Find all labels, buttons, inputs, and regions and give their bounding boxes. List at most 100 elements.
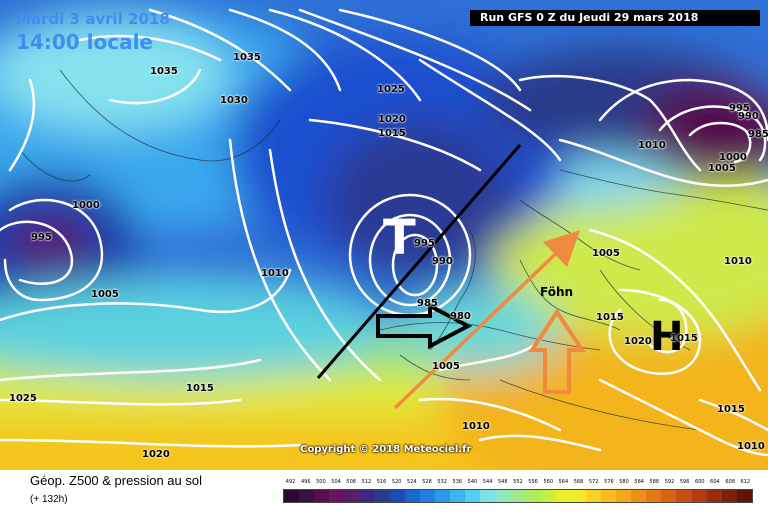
orange-diagonal-arrow <box>393 230 581 410</box>
scale-swatch <box>480 490 496 502</box>
isobar-label: 1035 <box>150 66 178 77</box>
isobar-label: 1015 <box>596 312 624 323</box>
scale-swatch <box>540 490 556 502</box>
scale-tick-label: 612 <box>740 479 751 485</box>
scale-tick-label: 540 <box>467 479 478 485</box>
isobar-label: 1020 <box>624 336 652 347</box>
scale-swatch <box>736 490 752 502</box>
isobar-label: 1005 <box>592 248 620 259</box>
run-info-label: Run GFS 0 Z du Jeudi 29 mars 2018 <box>470 10 760 26</box>
scale-swatch <box>691 490 707 502</box>
scale-tick-label: 588 <box>649 479 660 485</box>
scale-swatch <box>314 490 330 502</box>
scale-swatch <box>661 490 677 502</box>
isobar-label: 1020 <box>142 449 170 460</box>
scale-swatch <box>600 490 617 502</box>
scale-tick-label: 492 <box>285 479 296 485</box>
isobar-label: 1005 <box>708 163 736 174</box>
scale-swatch <box>374 490 390 502</box>
scale-tick-label: 556 <box>528 479 538 485</box>
scale-tick-label: 536 <box>452 479 463 485</box>
scale-tick-label: 520 <box>391 479 402 485</box>
scale-tick-label: 572 <box>588 479 599 485</box>
legend-title: Géop. Z500 & pression au sol <box>30 473 202 488</box>
color-scale-bar <box>283 489 753 503</box>
scale-tick-label: 532 <box>437 479 447 485</box>
forecast-date: Mardi 3 avril 2018 <box>16 10 170 28</box>
isobar-label: 1005 <box>91 289 119 300</box>
scale-swatch <box>646 490 662 502</box>
scale-tick-label: 516 <box>376 479 387 485</box>
isobar-label: 1010 <box>737 441 765 452</box>
scale-tick-label: 600 <box>695 479 705 485</box>
orange-up-arrow <box>528 308 586 394</box>
scale-tick-label: 580 <box>619 479 629 485</box>
front-line <box>316 144 522 379</box>
scale-swatch <box>555 490 571 502</box>
scale-swatch <box>450 490 466 502</box>
scale-swatch <box>434 490 451 502</box>
scale-swatch <box>299 490 315 502</box>
isobar-label: 1035 <box>233 52 261 63</box>
geopotential-map <box>0 0 768 470</box>
isobar-label: 995 <box>729 103 750 114</box>
scale-tick-label: 552 <box>513 479 523 485</box>
isobar-label: 1025 <box>9 393 37 404</box>
scale-tick-label: 596 <box>679 479 690 485</box>
scale-tick-label: 584 <box>634 479 644 485</box>
scale-swatch <box>570 490 586 502</box>
isobar-label: 995 <box>414 238 435 249</box>
isobar-label: 1025 <box>377 84 405 95</box>
scale-tick-label: 500 <box>316 479 326 485</box>
scale-tick-label: 576 <box>604 479 614 485</box>
scale-swatch <box>525 490 541 502</box>
scale-tick-label: 608 <box>725 479 735 485</box>
block-arrow <box>376 302 473 350</box>
isobar-label: 1015 <box>717 404 745 415</box>
forecast-time: 14:00 locale <box>16 30 153 54</box>
isobar-label: 1015 <box>186 383 214 394</box>
scale-swatch <box>706 490 722 502</box>
isobar-label: 985 <box>748 129 768 140</box>
scale-tick-label: 592 <box>664 479 675 485</box>
scale-swatch <box>721 490 737 502</box>
scale-swatch <box>631 490 647 502</box>
scale-swatch <box>344 490 360 502</box>
scale-swatch <box>510 490 526 502</box>
legend-subtitle: (+ 132h) <box>30 494 68 505</box>
scale-swatch <box>329 490 345 502</box>
scale-swatch <box>284 490 300 502</box>
isobar-label: 1015 <box>670 333 698 344</box>
scale-swatch <box>616 490 632 502</box>
isobar-label: 1000 <box>719 152 747 163</box>
scale-tick-label: 508 <box>346 479 356 485</box>
copyright-notice: Copyright © 2018 Meteociel.fr <box>300 444 472 455</box>
scale-swatch <box>495 490 511 502</box>
isobar-label: 1000 <box>72 200 100 211</box>
scale-tick-label: 560 <box>543 479 553 485</box>
isobar-label: 990 <box>738 111 759 122</box>
scale-swatch <box>676 490 692 502</box>
scale-tick-label: 524 <box>407 479 417 485</box>
legend-footer: Géop. Z500 & pression au sol (+ 132h) 49… <box>0 470 768 512</box>
scale-swatch <box>585 490 601 502</box>
isobar-label: 980 <box>450 311 471 322</box>
scale-swatch <box>419 490 435 502</box>
foehn-label: Föhn <box>540 285 574 299</box>
scale-tick-label: 548 <box>497 479 508 485</box>
scale-tick-label: 496 <box>300 479 311 485</box>
scale-tick-label: 544 <box>482 479 493 485</box>
color-scale-labels: 492 496 500 504 508 512 516 520 524 528 532 536 540 5… <box>283 477 753 487</box>
low-pressure-symbol: T <box>383 210 416 266</box>
scale-tick-label: 528 <box>422 479 432 485</box>
scale-tick-label: 564 <box>558 479 569 485</box>
isobar-label: 1010 <box>724 256 752 267</box>
scale-swatch <box>404 490 420 502</box>
scale-tick-label: 512 <box>361 479 372 485</box>
scale-tick-label: 568 <box>573 479 584 485</box>
isobar-label: 1005 <box>432 361 460 372</box>
isobar-label: 1020 <box>378 114 406 125</box>
scale-swatch <box>389 490 405 502</box>
isobar-label: 1010 <box>261 268 289 279</box>
